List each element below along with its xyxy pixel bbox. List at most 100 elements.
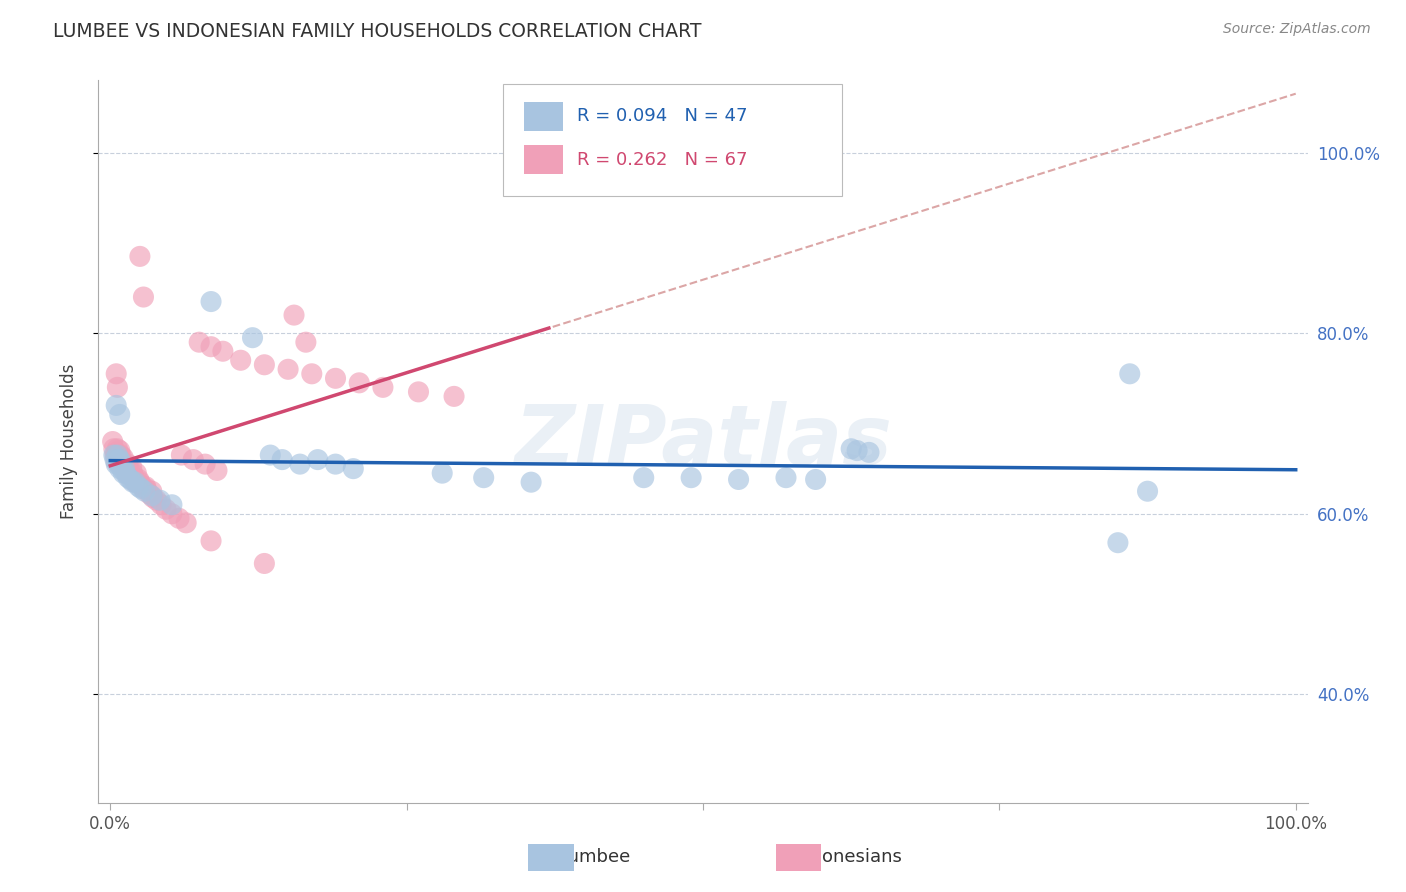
Point xyxy=(110,457,132,471)
Point xyxy=(138,487,160,501)
Point xyxy=(120,468,142,483)
Point xyxy=(1107,535,1129,549)
Text: R = 0.094   N = 47: R = 0.094 N = 47 xyxy=(578,107,748,126)
Point xyxy=(295,335,318,350)
Point xyxy=(160,507,183,521)
Point xyxy=(110,448,132,462)
Bar xyxy=(524,145,562,174)
Point xyxy=(112,466,135,480)
Point xyxy=(121,459,143,474)
Point xyxy=(103,448,125,462)
Point xyxy=(129,475,152,490)
Point xyxy=(108,443,131,458)
Point xyxy=(108,452,131,467)
Point xyxy=(107,448,129,462)
Point xyxy=(253,358,276,372)
Point xyxy=(105,457,128,471)
Point xyxy=(325,371,347,385)
Point xyxy=(134,484,156,499)
Point xyxy=(371,380,394,394)
Text: R = 0.262   N = 67: R = 0.262 N = 67 xyxy=(578,151,748,169)
Point xyxy=(105,442,128,456)
Point xyxy=(103,442,125,456)
Point xyxy=(105,445,128,459)
Point xyxy=(120,473,142,487)
Point xyxy=(104,452,127,467)
Point xyxy=(301,367,323,381)
Point xyxy=(135,480,157,494)
Point xyxy=(112,459,135,474)
Point xyxy=(141,489,163,503)
Point xyxy=(443,389,465,403)
Point xyxy=(271,452,294,467)
Point xyxy=(111,454,134,468)
Point xyxy=(118,463,141,477)
Point xyxy=(111,461,134,475)
FancyBboxPatch shape xyxy=(503,84,842,196)
Point xyxy=(259,448,281,462)
Point xyxy=(775,471,797,485)
Point xyxy=(408,384,430,399)
Point xyxy=(108,452,131,467)
Point xyxy=(804,473,827,487)
Point xyxy=(160,498,183,512)
Point xyxy=(307,452,329,467)
Point xyxy=(121,475,143,490)
Bar xyxy=(524,102,562,131)
Point xyxy=(342,461,364,475)
Point xyxy=(200,340,222,354)
Point xyxy=(212,344,235,359)
Text: Source: ZipAtlas.com: Source: ZipAtlas.com xyxy=(1223,22,1371,37)
Point xyxy=(150,498,173,512)
Point xyxy=(125,466,148,480)
Point xyxy=(132,482,155,496)
Point xyxy=(181,452,204,467)
Point xyxy=(112,450,135,465)
Point xyxy=(727,473,749,487)
Point xyxy=(135,482,157,496)
Point xyxy=(1119,367,1142,381)
Point xyxy=(115,466,138,480)
Point xyxy=(141,484,163,499)
Point xyxy=(325,457,347,471)
Point xyxy=(253,557,276,571)
Point xyxy=(107,452,129,467)
Point xyxy=(681,471,703,485)
Point xyxy=(129,249,152,263)
Point xyxy=(105,450,128,465)
Point xyxy=(107,457,129,471)
Point xyxy=(155,502,177,516)
Point xyxy=(1136,484,1159,499)
Point xyxy=(520,475,543,490)
Point xyxy=(108,461,131,475)
Point xyxy=(129,478,152,492)
Point xyxy=(128,473,150,487)
Point xyxy=(347,376,370,390)
Point xyxy=(124,475,146,490)
Point xyxy=(194,457,217,471)
Point xyxy=(846,443,869,458)
Point xyxy=(110,457,132,471)
Point xyxy=(277,362,299,376)
Text: ZIPatlas: ZIPatlas xyxy=(515,401,891,482)
Point xyxy=(129,482,152,496)
Point xyxy=(167,511,190,525)
Point xyxy=(105,448,128,462)
Text: Indonesians: Indonesians xyxy=(794,848,903,866)
Point xyxy=(200,533,222,548)
Point xyxy=(142,491,165,505)
Point xyxy=(174,516,197,530)
Point xyxy=(205,463,228,477)
Point xyxy=(114,466,136,480)
Point xyxy=(283,308,305,322)
Text: Lumbee: Lumbee xyxy=(558,848,630,866)
Point xyxy=(145,493,167,508)
Point xyxy=(472,471,495,485)
Point xyxy=(188,335,211,350)
Point xyxy=(117,471,139,485)
Point xyxy=(132,290,155,304)
Text: LUMBEE VS INDONESIAN FAMILY HOUSEHOLDS CORRELATION CHART: LUMBEE VS INDONESIAN FAMILY HOUSEHOLDS C… xyxy=(53,22,702,41)
Point xyxy=(117,457,139,471)
Point xyxy=(105,398,128,412)
Y-axis label: Family Households: Family Households xyxy=(59,364,77,519)
